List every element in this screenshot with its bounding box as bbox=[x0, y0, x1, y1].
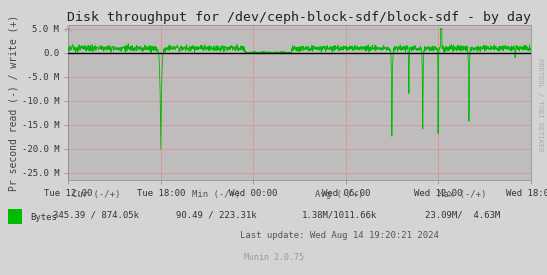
Y-axis label: Pr second read (-) / write (+): Pr second read (-) / write (+) bbox=[9, 14, 19, 191]
Title: Disk throughput for /dev/ceph-block-sdf/block-sdf - by day: Disk throughput for /dev/ceph-block-sdf/… bbox=[67, 10, 532, 24]
Text: 90.49 / 223.31k: 90.49 / 223.31k bbox=[176, 210, 257, 219]
Text: Max (-/+): Max (-/+) bbox=[438, 190, 486, 199]
Text: Min (-/+): Min (-/+) bbox=[192, 190, 240, 199]
Text: Last update: Wed Aug 14 19:20:21 2024: Last update: Wed Aug 14 19:20:21 2024 bbox=[240, 231, 439, 240]
Text: Avg (-/+): Avg (-/+) bbox=[315, 190, 363, 199]
Text: RRDTOOL / TOBI OETIKER: RRDTOOL / TOBI OETIKER bbox=[537, 58, 543, 151]
Text: 1.38M/1011.66k: 1.38M/1011.66k bbox=[301, 210, 377, 219]
Text: 345.39 / 874.05k: 345.39 / 874.05k bbox=[53, 210, 139, 219]
Text: Munin 2.0.75: Munin 2.0.75 bbox=[243, 253, 304, 262]
Text: Cur (-/+): Cur (-/+) bbox=[72, 190, 120, 199]
Text: 23.09M/  4.63M: 23.09M/ 4.63M bbox=[424, 210, 500, 219]
Text: Bytes: Bytes bbox=[30, 213, 57, 222]
